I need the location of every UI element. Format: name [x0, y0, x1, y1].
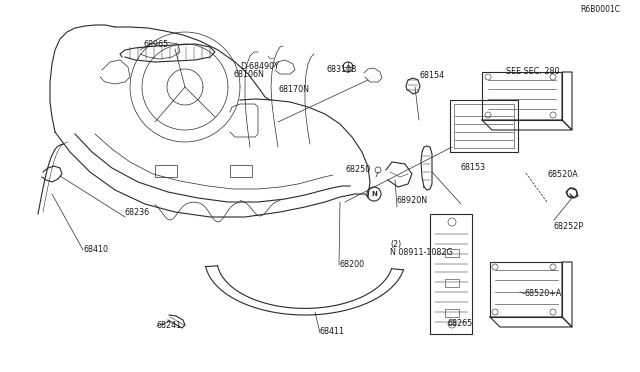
Text: R6B0001C: R6B0001C [580, 5, 620, 14]
Bar [445, 309, 459, 317]
Text: SEE SEC. 280: SEE SEC. 280 [506, 67, 559, 76]
Text: 68250: 68250 [346, 165, 371, 174]
Text: 68154: 68154 [419, 71, 444, 80]
Text: 68411: 68411 [320, 327, 345, 336]
Text: D-68490Y: D-68490Y [240, 62, 279, 71]
Text: 68410: 68410 [83, 245, 108, 254]
Bar [445, 249, 459, 257]
Text: 68252P: 68252P [554, 222, 584, 231]
Text: 68153: 68153 [461, 163, 486, 172]
Text: 68170N: 68170N [278, 85, 309, 94]
Bar [445, 279, 459, 287]
Text: 68106N: 68106N [234, 70, 264, 79]
Text: 68965: 68965 [144, 40, 169, 49]
Bar [155, 165, 177, 177]
Text: 68236: 68236 [125, 208, 150, 217]
Bar [230, 165, 252, 177]
Text: 68520A: 68520A [547, 170, 578, 179]
Text: (2): (2) [390, 240, 402, 249]
Text: 68310B: 68310B [326, 65, 357, 74]
Text: N: N [371, 191, 377, 197]
Text: 68920N: 68920N [397, 196, 428, 205]
Text: 68200: 68200 [339, 260, 364, 269]
Text: 68241: 68241 [157, 321, 182, 330]
Text: 68265: 68265 [448, 319, 473, 328]
Text: N 08911-1082G: N 08911-1082G [390, 248, 453, 257]
Text: 68520+A: 68520+A [525, 289, 562, 298]
